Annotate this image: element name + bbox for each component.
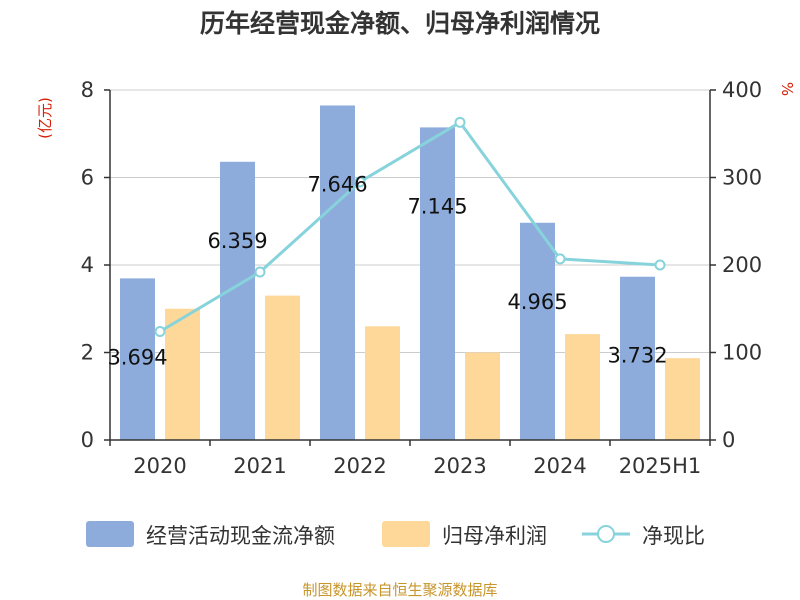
y-right-tick-label: 300 (722, 166, 762, 190)
y-left-unit: (亿元) (36, 97, 54, 139)
y-left-tick-label: 0 (81, 428, 94, 452)
y-right-tick-label: 200 (722, 253, 762, 277)
bars (120, 105, 700, 441)
legend-label-ratio: 净现比 (642, 524, 705, 548)
y-left-tick-label: 2 (81, 341, 94, 365)
y-right-tick-label: 0 (722, 428, 735, 452)
y-left-tick-label: 6 (81, 166, 94, 190)
bar-value-label: 3.732 (607, 344, 667, 368)
bar-cashflow (320, 105, 355, 441)
ratio-point (554, 253, 566, 265)
x-tick-label: 2025H1 (619, 454, 702, 478)
legend-marker-ratio (597, 525, 615, 543)
bar-cashflow (620, 276, 655, 440)
chart-title: 历年经营现金净额、归母净利润情况 (200, 9, 600, 38)
bar-cashflow (120, 278, 155, 440)
y-right-tick-label: 100 (722, 341, 762, 365)
legend-swatch-cashflow (86, 521, 134, 547)
x-tick-label: 2020 (133, 454, 186, 478)
axes: 0 2 4 6 8 0 100 200 300 400 2020 2021 2022 2023 2024 20… (81, 78, 762, 478)
bar-net-profit (565, 334, 600, 440)
legend: 经营活动现金流净额 归母净利润 净现比 (86, 521, 705, 548)
bar-cashflow (520, 222, 555, 440)
legend-label-net-profit: 归母净利润 (442, 524, 547, 548)
ratio-line-path (159, 120, 661, 333)
ratio-point (454, 116, 466, 128)
bar-net-profit (165, 308, 200, 440)
bar-net-profit (665, 358, 700, 440)
gridlines (110, 89, 710, 353)
legend-label-cashflow: 经营活动现金流净额 (146, 524, 335, 548)
ratio-point (654, 259, 666, 271)
ratio-point (254, 266, 266, 278)
source-note: 制图数据来自恒生聚源数据库 (302, 581, 497, 599)
bar-cashflow (220, 161, 255, 440)
bar-value-label: 7.145 (407, 194, 467, 218)
bar-cashflow (420, 127, 455, 440)
bar-value-label: 4.965 (507, 290, 567, 314)
ratio-line (154, 116, 666, 337)
data-labels: 3.694 6.359 7.646 7.145 4.965 3.732 (107, 172, 667, 369)
x-tick-label: 2021 (233, 454, 286, 478)
y-left-tick-label: 8 (81, 78, 94, 102)
x-tick-label: 2023 (433, 454, 486, 478)
bar-value-label: 7.646 (307, 172, 367, 196)
x-tick-label: 2022 (333, 454, 386, 478)
bar-value-label: 3.694 (107, 345, 167, 369)
bar-net-profit (365, 326, 400, 440)
y-right-tick-label: 400 (722, 78, 762, 102)
x-tick-label: 2024 (533, 454, 586, 478)
ratio-point (154, 326, 166, 337)
bar-net-profit (265, 295, 300, 440)
legend-swatch-net-profit (382, 521, 430, 547)
bar-net-profit (465, 352, 500, 440)
y-right-unit: % (778, 82, 796, 96)
y-left-tick-label: 4 (81, 253, 94, 277)
bar-value-label: 6.359 (207, 229, 267, 253)
ratio-point (354, 176, 366, 188)
